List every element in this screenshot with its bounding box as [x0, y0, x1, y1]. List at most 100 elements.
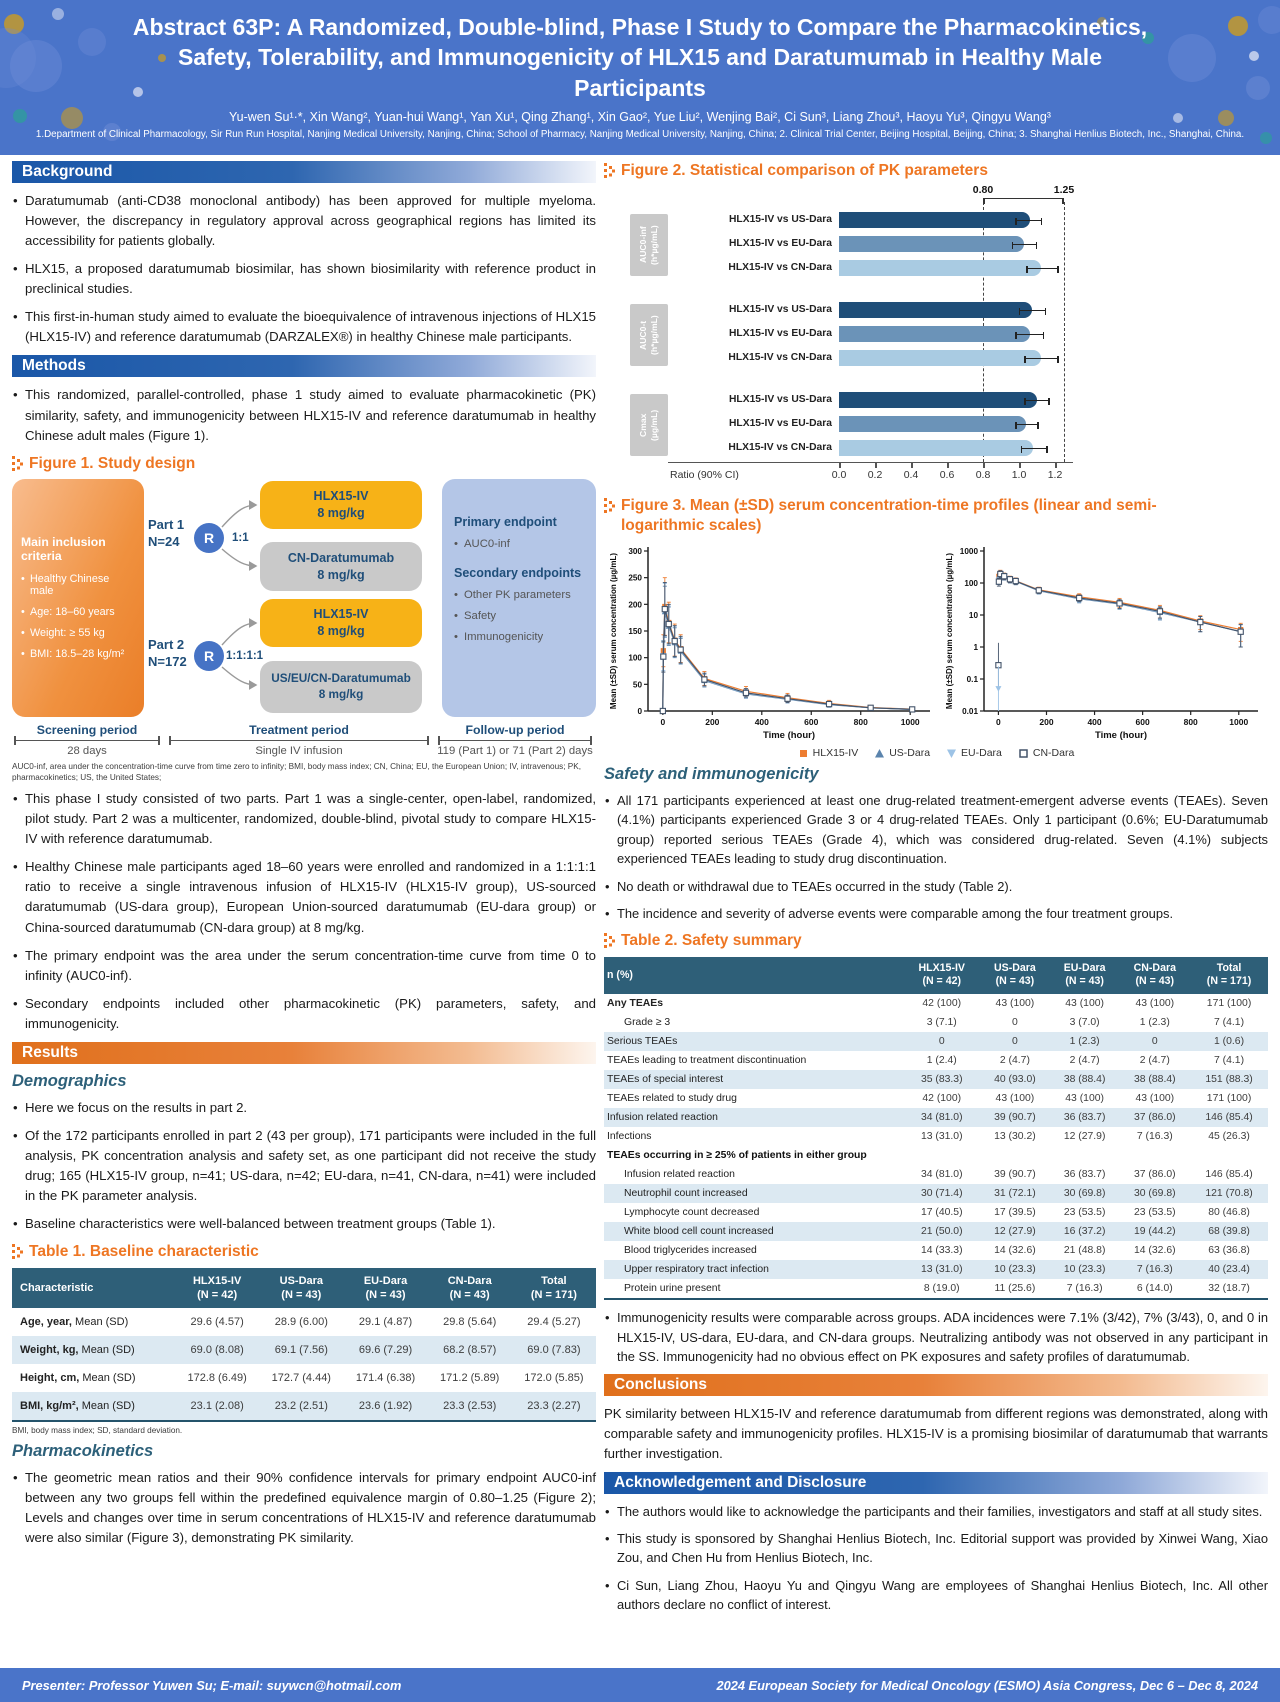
cell-value: 23.2 (2.51): [274, 1400, 328, 1413]
svg-text:300: 300: [628, 547, 642, 556]
svg-text:800: 800: [854, 717, 868, 727]
inclusion-title: Main inclusion criteria: [21, 535, 106, 563]
group-name: HLX15-IV: [918, 961, 965, 974]
secondary-endpoints-title: Secondary endpoints: [454, 566, 582, 580]
decorative-circle: [1218, 110, 1234, 126]
cell-value: 12 (27.9): [1063, 1131, 1106, 1143]
square-open-marker-icon: [1019, 748, 1028, 758]
cell-value: 13 (30.2): [994, 1131, 1036, 1143]
cell-value: 146 (85.4): [1205, 1112, 1253, 1124]
group-n: (N = 43): [995, 975, 1035, 988]
svg-text:800: 800: [1184, 717, 1198, 727]
decorative-circle: [1097, 17, 1107, 27]
bullet: Immunogenicity results were comparable a…: [604, 1308, 1268, 1366]
cell-value: 32 (18.7): [1208, 1283, 1250, 1295]
group-name: EU-Dara: [363, 1274, 408, 1287]
table-row: TEAEs of special interest 35 (83.3) 40 (93…: [604, 1070, 1268, 1090]
ci-whisker: [1026, 265, 1059, 273]
cell-value: 43 (100): [1065, 1093, 1104, 1105]
row-label: TEAEs leading to treatment discontinuati…: [607, 1055, 807, 1067]
cell-value: 2 (4.7): [999, 1055, 1030, 1067]
cell-value: 23 (53.5): [1133, 1207, 1176, 1219]
timeline-label: Treatment period: [249, 723, 349, 737]
group-name: CN-Dara: [447, 1274, 492, 1287]
decorative-circle: [1246, 76, 1270, 100]
poster-footer: Presenter: Professor Yuwen Su; E-mail: s…: [0, 1668, 1280, 1702]
cell-value: 1 (2.3): [1069, 1036, 1100, 1048]
section-header-results: Results: [12, 1041, 596, 1064]
randomization-icon: R: [194, 523, 224, 553]
left-column: Background Daratumumab (anti-CD38 monocl…: [12, 161, 596, 1556]
affiliation-list: 1.Department of Clinical Pharmacology, S…: [35, 129, 1245, 141]
figure3-heading: Figure 3. Mean (±SD) serum concentration…: [604, 496, 1268, 535]
cell-value: 10 (23.3): [994, 1264, 1036, 1276]
bullet: This study is sponsored by Shanghai Henl…: [604, 1529, 1268, 1568]
safety-subhead: Safety and immunogenicity: [604, 765, 819, 784]
timeline-label: Follow-up period: [465, 723, 565, 737]
timeline-value: Single IV infusion: [255, 745, 343, 757]
ci-whisker: [1024, 355, 1059, 363]
column-header: Total (N = 171): [511, 1267, 596, 1309]
cell-value: 172.8 (6.49): [187, 1372, 247, 1385]
table2-title: Table 2. Safety summary: [621, 932, 802, 950]
comparison-label: HLX15-IV vs CN-Dara: [728, 442, 832, 454]
bullet: Of the 172 participants enrolled in part…: [12, 1126, 596, 1206]
part2-label: Part 2 N=172: [148, 637, 187, 671]
decorative-circle: [103, 123, 121, 141]
cell-value: 69.1 (7.56): [274, 1344, 328, 1357]
row-label: Weight, kg, Mean (SD): [20, 1344, 135, 1357]
cell-value: 42 (100): [922, 1093, 962, 1105]
arm-dose: 8 mg/kg: [317, 624, 365, 638]
cell-value: 172.0 (5.85): [524, 1372, 584, 1385]
bullet: The primary endpoint was the area under …: [12, 946, 596, 986]
immunogenicity-bullets: Immunogenicity results were comparable a…: [604, 1308, 1268, 1366]
cell-value: 0: [1151, 1036, 1158, 1048]
cell-value: 13 (31.0): [920, 1131, 963, 1143]
cell-value: 23.3 (2.53): [443, 1400, 497, 1413]
svg-text:1000: 1000: [901, 717, 920, 727]
cell-value: 7 (16.3): [1066, 1283, 1103, 1295]
cell-value: 2 (4.7): [1069, 1055, 1100, 1067]
bullet: This phase I study consisted of two part…: [12, 789, 596, 849]
group-name: CN-Dara: [1133, 961, 1176, 974]
svg-text:100: 100: [964, 579, 978, 588]
timeline-value: 28 days: [67, 745, 107, 757]
concentration-time-log-chart: 1000 100 10 1 0.1 0.01 0 200 400 600 800 1000 Time (…: [945, 547, 1258, 741]
parameter-label: AUC0-t (h*µg/mL): [630, 304, 668, 367]
timeline-treatment: Treatment period Single IV infusion: [167, 723, 431, 757]
figure2-title: Figure 2. Statistical comparison of PK p…: [621, 162, 988, 179]
cell-value: 7 (4.1): [1214, 1055, 1245, 1067]
cell-value: 43 (100): [1065, 998, 1104, 1010]
figure-heading-icon: [604, 163, 615, 178]
row-label-bold: Height, cm,: [20, 1372, 83, 1385]
cell-value: 80 (46.8): [1208, 1207, 1250, 1219]
arm-cn-dara-part1: CN-Daratumumab 8 mg/kg: [260, 542, 422, 591]
row-label: BMI, kg/m², Mean (SD): [20, 1400, 135, 1413]
cell-value: 34 (81.0): [920, 1112, 963, 1124]
decorative-circle: [158, 54, 166, 62]
cell-value: 8 (19.0): [923, 1283, 960, 1295]
cell-value: 146 (85.4): [1205, 1169, 1253, 1181]
endpoint-item: Immunogenicity: [454, 631, 584, 643]
row-label-bold: Weight, kg,: [20, 1344, 82, 1357]
cell-value: 14 (32.6): [1133, 1245, 1176, 1257]
endpoint-item: Safety: [454, 610, 584, 622]
decorative-circle: [13, 109, 27, 123]
group-n: (N = 43): [281, 1288, 322, 1301]
randomization-icon: R: [194, 641, 224, 671]
svg-text:600: 600: [1136, 717, 1150, 727]
conclusions-text: PK similarity between HLX15-IV and refer…: [604, 1406, 1268, 1461]
figure3-charts: 0 50 100 150 200 250 300 0 200 400 600 800 1000 Time …: [604, 541, 1268, 747]
table-row: Neutrophil count increased 30 (71.4) 31 (7…: [604, 1184, 1268, 1204]
cell-value: 7 (4.1): [1214, 1017, 1245, 1029]
row-label: Grade ≥ 3: [624, 1017, 671, 1029]
inclusion-item: BMI: 18.5–28 kg/m²: [21, 648, 135, 660]
table1-body: Age, year, Mean (SD) 29.6 (4.57) 28.9 (6.0…: [12, 1308, 596, 1422]
figure2-forest-plot: 0.80 1.25 AUC0-inf (h*µg/mL) HLX15-IV vs US…: [604, 184, 1268, 488]
equivalence-label: 0.80: [972, 184, 994, 197]
figure1-title: Figure 1. Study design: [29, 454, 196, 472]
table-row: TEAEs occurring in ≥ 25% of patients in …: [604, 1146, 1268, 1165]
figure1-heading: Figure 1. Study design: [12, 454, 596, 473]
cell-value: 14 (33.3): [920, 1245, 963, 1257]
cell-value: 17 (39.5): [994, 1207, 1036, 1219]
